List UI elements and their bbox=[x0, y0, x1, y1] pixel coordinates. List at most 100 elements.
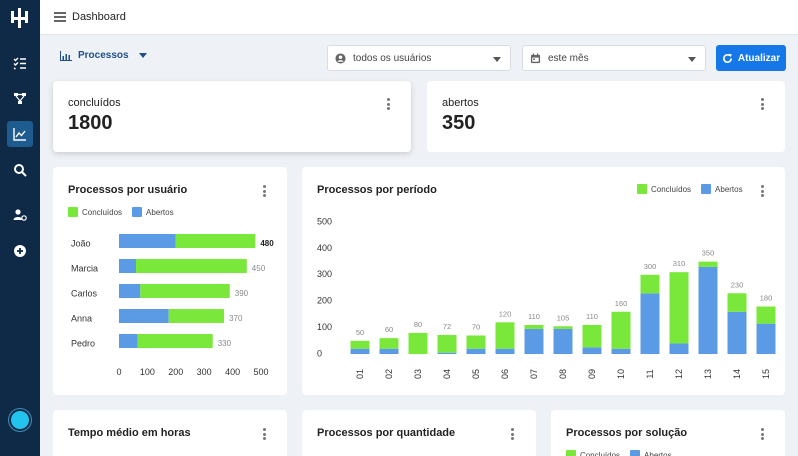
sidebar-item-tasks[interactable] bbox=[7, 50, 33, 76]
y-tick-label: 400 bbox=[317, 243, 332, 253]
sidebar-item-flows[interactable] bbox=[7, 85, 33, 111]
data-label: 80 bbox=[414, 320, 422, 329]
bar-segment-open bbox=[611, 348, 631, 354]
sidebar-item-add[interactable] bbox=[7, 238, 33, 264]
legend-swatch bbox=[701, 184, 712, 194]
bar-segment-done bbox=[408, 332, 428, 354]
data-label: 110 bbox=[528, 312, 540, 321]
data-label: 120 bbox=[499, 309, 512, 318]
bar-segment-done bbox=[437, 334, 457, 353]
bar-segment-open bbox=[698, 266, 718, 354]
data-label: 310 bbox=[673, 259, 686, 268]
sidebar-item-search[interactable] bbox=[7, 157, 33, 183]
bar-segment-open bbox=[640, 293, 660, 354]
x-tick-label: 01 bbox=[355, 369, 365, 379]
bar-segment-done bbox=[669, 272, 689, 344]
more-options-icon[interactable] bbox=[511, 428, 515, 440]
page-title: Dashboard bbox=[72, 11, 126, 23]
card-processes-by-solution: Processos por solução Concluídos Abertos bbox=[551, 410, 785, 456]
more-options-icon[interactable] bbox=[761, 185, 765, 197]
y-tick-label: 300 bbox=[317, 269, 332, 279]
x-tick-label: 12 bbox=[674, 369, 684, 379]
bar-segment-done bbox=[466, 335, 486, 349]
bar-segment-done bbox=[640, 274, 660, 294]
bar-segment-open bbox=[466, 348, 486, 354]
data-label: 105 bbox=[557, 313, 570, 322]
bar-segment-done bbox=[611, 311, 631, 349]
search-icon bbox=[14, 164, 27, 177]
process-type-select[interactable]: Processos bbox=[60, 50, 147, 61]
data-label: 390 bbox=[235, 289, 249, 298]
legend-item-open[interactable]: Abertos bbox=[630, 450, 672, 456]
flow-icon bbox=[14, 93, 26, 104]
legend-swatch bbox=[68, 207, 78, 217]
more-options-icon[interactable] bbox=[761, 98, 765, 110]
stat-label: concluídos bbox=[68, 97, 121, 109]
top-bar: Dashboard bbox=[40, 0, 798, 35]
x-tick-label: 400 bbox=[225, 367, 240, 377]
more-options-icon[interactable] bbox=[387, 98, 391, 110]
chevron-down-icon bbox=[688, 57, 696, 62]
data-label: 480 bbox=[260, 239, 274, 248]
legend-label: Abertos bbox=[146, 207, 174, 217]
bar-segment-open bbox=[350, 348, 370, 354]
bar-segment-done bbox=[140, 284, 230, 298]
more-options-icon[interactable] bbox=[263, 428, 267, 440]
category-label: João bbox=[71, 238, 91, 248]
legend-swatch bbox=[630, 450, 641, 456]
app-logo-icon[interactable] bbox=[8, 8, 32, 28]
sidebar-item-user-settings[interactable] bbox=[7, 202, 33, 228]
y-tick-label: 200 bbox=[317, 296, 332, 306]
bar-segment-done bbox=[379, 338, 399, 349]
bar-segment-done bbox=[168, 309, 225, 323]
processes-by-period-chart: 0 100 200 300 400 500 50 01 60 02 80 03 72 04 70 05 120 0… bbox=[317, 216, 776, 379]
x-tick-label: 02 bbox=[384, 369, 394, 379]
x-tick-label: 10 bbox=[616, 369, 626, 379]
data-label: 300 bbox=[644, 262, 657, 271]
menu-icon[interactable] bbox=[54, 12, 66, 22]
refresh-label: Atualizar bbox=[737, 52, 781, 64]
bar-segment-open bbox=[379, 348, 399, 354]
user-gear-icon bbox=[13, 209, 27, 221]
user-avatar[interactable] bbox=[9, 409, 31, 431]
card-processes-by-quantity: Processos por quantidade bbox=[302, 410, 536, 456]
legend-item-done[interactable]: Concluídos bbox=[68, 207, 122, 217]
bar-segment-done bbox=[553, 326, 573, 329]
legend-label: Abertos bbox=[644, 450, 672, 456]
x-tick-label: 05 bbox=[471, 369, 481, 379]
more-options-icon[interactable] bbox=[263, 185, 267, 197]
users-dropdown-value: todos os usuários bbox=[353, 52, 432, 64]
x-tick-label: 15 bbox=[761, 369, 771, 379]
x-tick-label: 13 bbox=[703, 369, 713, 379]
legend-swatch bbox=[132, 207, 143, 217]
bar-segment-done bbox=[756, 306, 776, 324]
bar-segment-open bbox=[119, 309, 169, 323]
legend-item-open[interactable]: Abertos bbox=[132, 207, 174, 217]
sidebar-item-dashboard[interactable] bbox=[7, 121, 33, 147]
bar-segment-open bbox=[582, 347, 602, 354]
plus-circle-icon bbox=[14, 245, 26, 257]
bar-segment-open bbox=[437, 352, 457, 354]
bar-segment-open bbox=[495, 348, 515, 354]
refresh-button[interactable]: Atualizar bbox=[716, 45, 786, 71]
x-tick-label: 09 bbox=[587, 369, 597, 379]
users-dropdown[interactable]: todos os usuários bbox=[327, 45, 511, 71]
legend-swatch bbox=[637, 184, 647, 194]
bar-segment-done bbox=[137, 334, 213, 348]
card-title: Processos por período bbox=[317, 184, 437, 196]
sidebar bbox=[0, 0, 40, 456]
card-title: Processos por solução bbox=[566, 427, 688, 439]
period-dropdown[interactable]: este mês bbox=[522, 45, 706, 71]
legend-item-done[interactable]: Concluídos bbox=[637, 184, 691, 194]
card-title: Processos por quantidade bbox=[317, 427, 456, 439]
legend-item-open[interactable]: Abertos bbox=[701, 184, 743, 194]
legend-item-done[interactable]: Concluídos bbox=[566, 450, 620, 456]
card-title: Tempo médio em horas bbox=[68, 427, 191, 439]
bar-segment-open bbox=[756, 323, 776, 354]
more-options-icon[interactable] bbox=[761, 428, 765, 440]
checklist-icon bbox=[13, 57, 26, 70]
data-label: 72 bbox=[443, 322, 451, 331]
calendar-icon bbox=[530, 52, 541, 63]
data-label: 110 bbox=[586, 312, 598, 321]
data-label: 70 bbox=[472, 323, 480, 332]
